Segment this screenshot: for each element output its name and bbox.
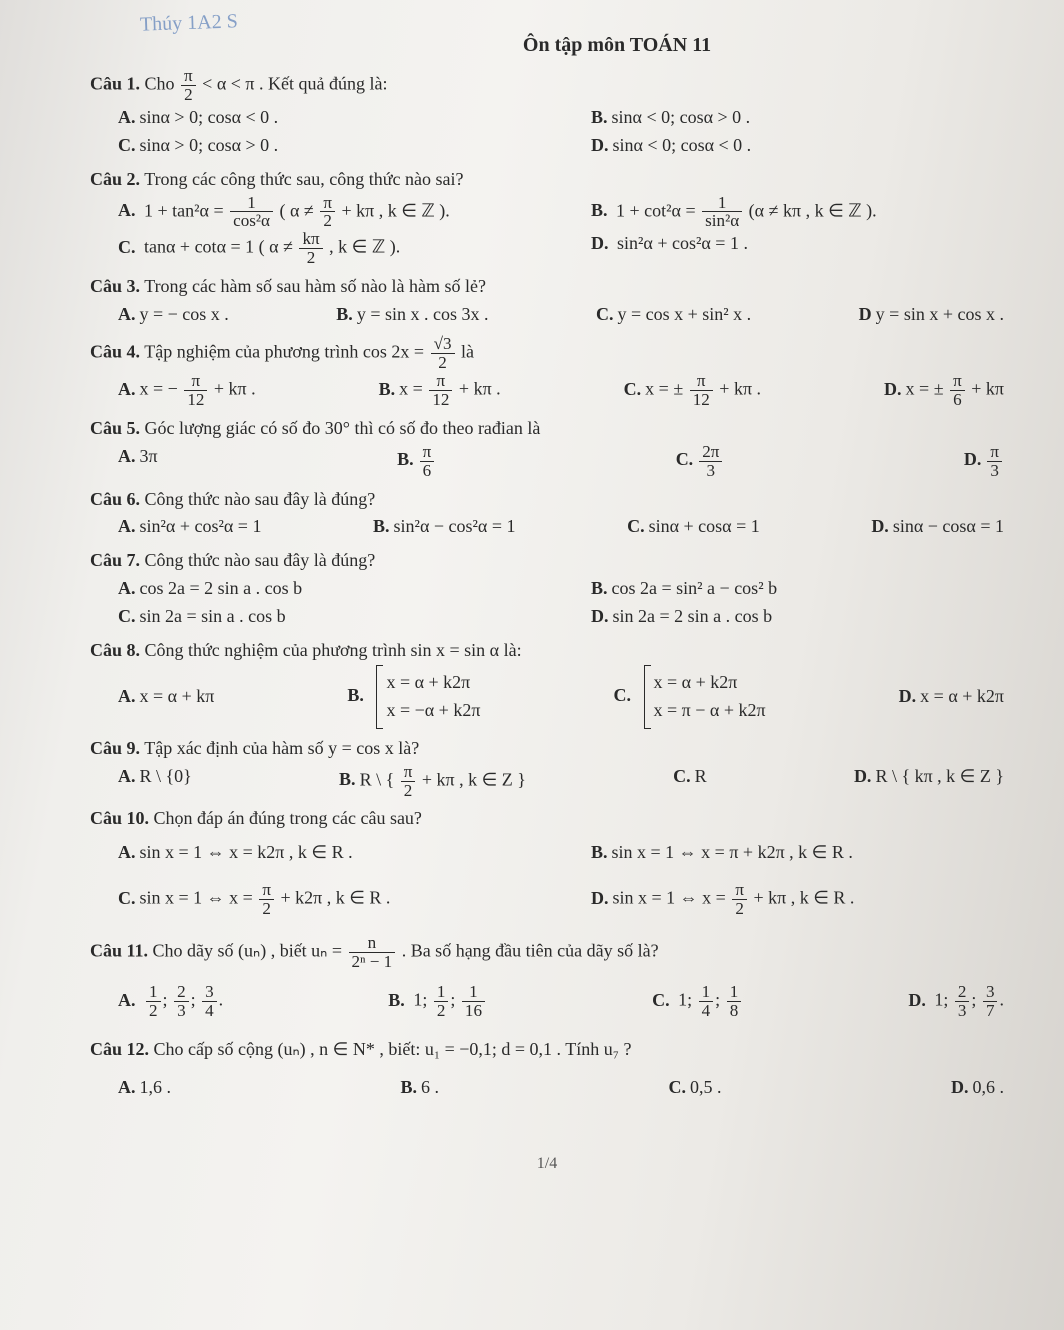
q9-label: Câu 9. [90,738,140,758]
question-5: Câu 5. Góc lượng giác có số đo 30° thì c… [90,415,1004,480]
q10-opt-d: D.sin x = 1 ⇔ x = π2 + kπ , k ∈ R . [591,881,1004,918]
q4-opt-d: D.x = ± π6 + kπ [884,372,1004,409]
page-number: 1/4 [90,1152,1004,1177]
q10-opt-b: B.sin x = 1 ⇔ x = π + k2π , k ∈ R . [591,839,1004,867]
q11-stem-pre: Cho dãy số (uₙ) , biết uₙ = [153,941,347,961]
question-7: Câu 7. Công thức nào sau đây là đúng? A.… [90,547,1004,631]
q1-frac: π2 [181,67,196,104]
question-9: Câu 9. Tập xác định của hàm số y = cos x… [90,735,1004,800]
q10-label: Câu 10. [90,808,149,828]
question-11: Câu 11. Cho dãy số (uₙ) , biết uₙ = n2ⁿ … [90,934,1004,1020]
q8-opt-b: B. x = α + k2πx = −α + k2π [347,665,480,729]
q2-label: Câu 2. [90,169,140,189]
q6-stem: Công thức nào sau đây là đúng? [145,489,376,509]
q11-frac: n2ⁿ − 1 [349,934,396,971]
question-10: Câu 10. Chọn đáp án đúng trong các câu s… [90,805,1004,918]
q2-opt-a: A. 1 + tan²α = 1cos²α ( α ≠ π2 + kπ , k … [118,194,531,231]
q2-opt-d: D. sin²α + cos²α = 1 . [591,230,1004,258]
q1-label: Câu 1. [90,74,140,94]
q2-opt-b: B. 1 + cot²α = 1sin²α (α ≠ kπ , k ∈ ℤ ). [591,194,1004,231]
q8-label: Câu 8. [90,640,140,660]
q8-opt-d: D.x = α + k2π [899,683,1004,711]
q4-stem-post: là [461,342,474,362]
q5-opt-b: B.π6 [397,443,436,480]
q4-opt-c: C.x = ± π12 + kπ . [624,372,761,409]
q6-opt-c: C.sinα + cosα = 1 [627,513,760,541]
q9-opt-d: D.R \ { kπ , k ∈ Z } [854,763,1004,800]
exam-page: Thúy 1A2 S Ôn tập môn TOÁN 11 Câu 1. Cho… [0,0,1064,1330]
question-4: Câu 4. Tập nghiệm của phương trình cos 2… [90,335,1004,409]
q3-opt-c: C.y = cos x + sin² x . [596,301,751,329]
q12-opt-b: B.6 . [400,1074,439,1102]
question-6: Câu 6. Công thức nào sau đây là đúng? A.… [90,486,1004,542]
q7-stem: Công thức nào sau đây là đúng? [145,550,376,570]
q9-opt-b: B.R \ { π2 + kπ , k ∈ Z } [339,763,526,800]
q4-opt-a: A.x = − π12 + kπ . [118,372,256,409]
q5-opt-c: C.2π3 [676,443,725,480]
q12-stem: Cho cấp số cộng (uₙ) , n ∈ N* , biết: u₁… [154,1039,632,1059]
exam-title: Ôn tập môn TOÁN 11 [230,30,1004,61]
q12-opt-d: D.0,6 . [951,1074,1004,1102]
q1-opt-d: D.sinα < 0; cosα < 0 . [591,132,1004,160]
q9-opt-c: C.R [673,763,707,800]
q4-frac: √32 [431,335,455,372]
q2-opt-c: C. tanα + cotα = 1 ( α ≠ kπ2 , k ∈ ℤ ). [118,230,531,267]
question-3: Câu 3. Trong các hàm số sau hàm số nào l… [90,273,1004,329]
q6-opt-d: D.sinα − cosα = 1 [871,513,1004,541]
q6-label: Câu 6. [90,489,140,509]
q10-opt-c: C.sin x = 1 ⇔ x = π2 + k2π , k ∈ R . [118,881,531,918]
q3-opt-a: A.y = − cos x . [118,301,229,329]
q10-opt-a: A.sin x = 1 ⇔ x = k2π , k ∈ R . [118,839,531,867]
q5-stem: Góc lượng giác có số đo 30° thì có số đo… [145,418,541,438]
q8-opt-c: C. x = α + k2πx = π − α + k2π [614,665,766,729]
q11-opt-d: D. 1; 23; 37. [908,983,1004,1020]
q10-stem: Chọn đáp án đúng trong các câu sau? [154,808,422,828]
q4-opt-b: B.x = π12 + kπ . [379,372,501,409]
q8-stem: Công thức nghiệm của phương trình sin x … [145,640,522,660]
q2-stem: Trong các công thức sau, công thức nào s… [144,169,463,189]
question-1: Câu 1. Cho π2 < α < π . Kết quả đúng là:… [90,67,1004,160]
q6-opt-b: B.sin²α − cos²α = 1 [373,513,515,541]
q11-opt-a: A. 12; 23; 34. [118,983,223,1020]
question-12: Câu 12. Cho cấp số cộng (uₙ) , n ∈ N* , … [90,1036,1004,1102]
q3-stem: Trong các hàm số sau hàm số nào là hàm s… [144,276,486,296]
q1-opt-a: A.sinα > 0; cosα < 0 . [118,104,531,132]
q5-opt-d: D.π3 [964,443,1004,480]
handwriting-note: Thúy 1A2 S [139,6,238,40]
q11-label: Câu 11. [90,941,148,961]
q4-label: Câu 4. [90,342,140,362]
q12-opt-a: A.1,6 . [118,1074,171,1102]
q6-opt-a: A.sin²α + cos²α = 1 [118,513,261,541]
q7-opt-b: B.cos 2a = sin² a − cos² b [591,575,1004,603]
q3-opt-b: B.y = sin x . cos 3x . [336,301,488,329]
question-8: Câu 8. Công thức nghiệm của phương trình… [90,637,1004,729]
q7-label: Câu 7. [90,550,140,570]
q1-opt-c: C.sinα > 0; cosα > 0 . [118,132,531,160]
q7-opt-d: D.sin 2a = 2 sin a . cos b [591,603,1004,631]
q8-opt-a: A.x = α + kπ [118,683,214,711]
q1-stem-mid: < α < π . Kết quả đúng là: [202,74,387,94]
q5-opt-a: A.3π [118,443,158,480]
q11-stem-post: . Ba số hạng đầu tiên của dãy số là? [402,941,659,961]
question-2: Câu 2. Trong các công thức sau, công thứ… [90,166,1004,268]
q11-opt-c: C. 1; 14; 18 [652,983,743,1020]
q1-stem-pre: Cho [145,74,180,94]
q7-opt-c: C.sin 2a = sin a . cos b [118,603,531,631]
q9-opt-a: A.R \ {0} [118,763,192,800]
q12-opt-c: C.0,5 . [668,1074,721,1102]
q5-label: Câu 5. [90,418,140,438]
q3-opt-d: Dy = sin x + cos x . [859,301,1004,329]
q11-opt-b: B. 1; 12; 116 [388,983,487,1020]
q12-label: Câu 12. [90,1039,149,1059]
q7-opt-a: A.cos 2a = 2 sin a . cos b [118,575,531,603]
q3-label: Câu 3. [90,276,140,296]
q9-stem: Tập xác định của hàm số y = cos x là? [144,738,419,758]
q4-stem-pre: Tập nghiệm của phương trình cos 2x = [144,342,428,362]
q1-opt-b: B.sinα < 0; cosα > 0 . [591,104,1004,132]
